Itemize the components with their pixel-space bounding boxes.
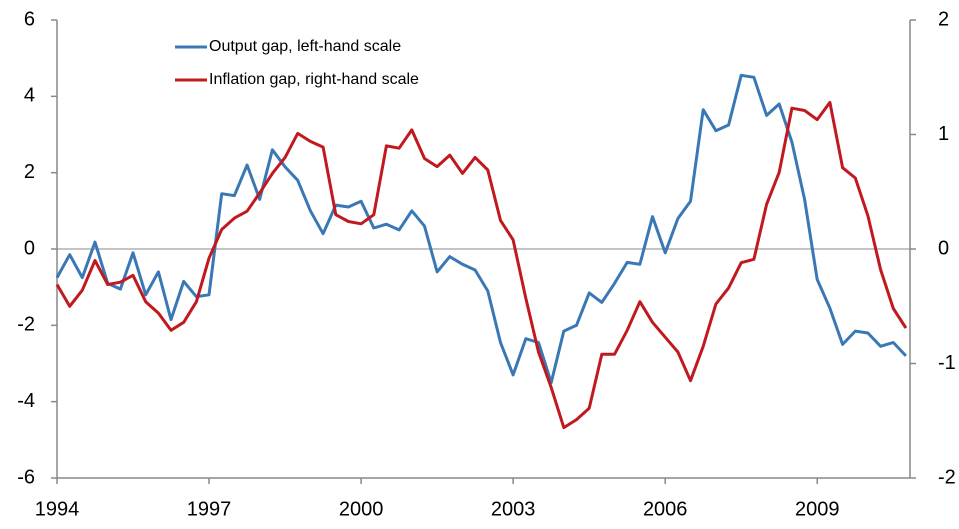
y2-tick-label: 0 <box>938 237 949 259</box>
y-tick-label: 0 <box>24 237 35 259</box>
y-tick-label: 4 <box>24 85 35 107</box>
legend-label: Inflation gap, right-hand scale <box>209 71 419 88</box>
y2-tick-label: 2 <box>938 8 949 30</box>
x-tick-label: 1997 <box>187 498 232 520</box>
x-tick-label: 1994 <box>35 498 80 520</box>
x-tick-label: 2003 <box>491 498 536 520</box>
line-series <box>55 73 907 385</box>
x-tick-label: 2000 <box>339 498 384 520</box>
y-tick-label: 2 <box>24 161 35 183</box>
y-tick-label: 6 <box>24 8 35 30</box>
y-tick-label: -6 <box>17 466 35 488</box>
y2-tick-label: -1 <box>938 352 956 374</box>
x-tick-label: 2006 <box>643 498 688 520</box>
y2-tick-label: 1 <box>938 123 949 145</box>
y-tick-label: -4 <box>17 390 35 412</box>
legend-label: Output gap, left-hand scale <box>209 38 401 55</box>
x-tick-label: 2009 <box>795 498 840 520</box>
line-series <box>55 100 908 430</box>
y-tick-label: -2 <box>17 314 35 336</box>
y2-tick-label: -2 <box>938 466 956 488</box>
